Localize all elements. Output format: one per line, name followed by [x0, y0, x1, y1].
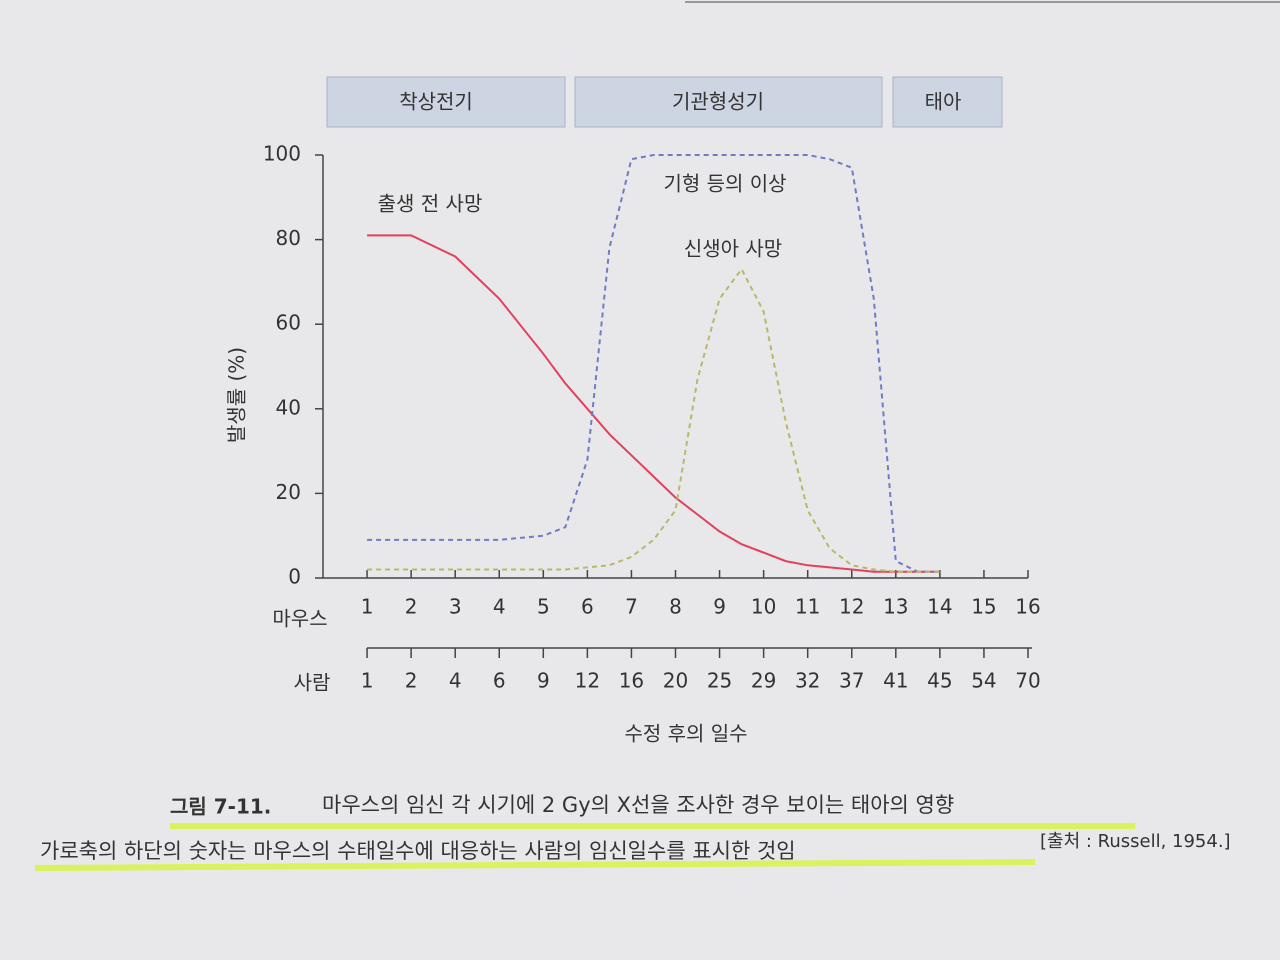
x2-tick-label: 4 — [449, 669, 462, 693]
x-tick-label: 9 — [713, 595, 726, 619]
x2-tick-label: 45 — [927, 669, 952, 693]
y-tick-label: 100 — [263, 142, 301, 166]
series-line — [367, 234, 940, 573]
x-tick-label: 3 — [449, 595, 462, 619]
x2-tick-label: 25 — [707, 669, 732, 693]
x-tick-label: 11 — [795, 595, 820, 619]
x-tick-label: 12 — [839, 595, 864, 619]
phase-label: 착상전기 — [399, 90, 473, 114]
x2-tick-label: 37 — [839, 669, 864, 693]
phase-box — [326, 76, 566, 128]
caption-title: 마우스의 임신 각 시기에 2 Gy의 X선을 조사한 경우 보이는 태아의 영… — [322, 793, 954, 817]
y-tick-label: 80 — [276, 226, 301, 250]
y-tick-label: 20 — [276, 480, 301, 504]
x2-tick-label: 2 — [405, 669, 418, 693]
y-tick-label: 40 — [276, 395, 301, 419]
x2-tick-label: 9 — [537, 669, 550, 693]
y-tick-label: 0 — [288, 565, 301, 589]
caption-label: 그림 7-11. — [170, 795, 271, 819]
series-label: 신생아 사망 — [684, 237, 782, 261]
x-tick-label: 7 — [625, 595, 638, 619]
phase-box — [574, 76, 883, 128]
caption-note: 가로축의 하단의 숫자는 마우스의 수태일수에 대응하는 사람의 임신일수를 표… — [40, 839, 796, 863]
x2-tick-label: 32 — [795, 669, 820, 693]
x-tick-label: 1 — [361, 595, 374, 619]
x-tick-label: 2 — [405, 595, 418, 619]
x2-row-label: 사람 — [294, 671, 331, 695]
x-tick-label: 13 — [883, 595, 908, 619]
series-line — [367, 267, 940, 573]
y-axis-label: 발생률 (%) — [225, 347, 249, 443]
x2-tick-label: 1 — [361, 669, 374, 693]
x-tick-label: 4 — [493, 595, 506, 619]
series-label: 기형 등의 이상 — [663, 172, 786, 196]
x-tick-label: 10 — [751, 595, 776, 619]
x2-tick-label: 41 — [883, 669, 908, 693]
phase-box — [892, 76, 1003, 128]
y-tick-label: 60 — [276, 311, 301, 335]
x-axis-label: 수정 후의 일수 — [624, 722, 747, 746]
x2-tick-label: 6 — [493, 669, 506, 693]
x2-tick-label: 70 — [1015, 669, 1040, 693]
x-tick-label: 6 — [581, 595, 594, 619]
x2-tick-label: 16 — [619, 669, 644, 693]
series-label: 출생 전 사망 — [378, 192, 483, 216]
phase-label: 기관형성기 — [672, 90, 764, 114]
x-row-label: 마우스 — [272, 607, 327, 631]
x2-tick-label: 12 — [575, 669, 600, 693]
x-tick-label: 16 — [1015, 595, 1040, 619]
caption-source: [출처 : Russell, 1954.] — [1040, 831, 1231, 852]
x2-tick-label: 20 — [663, 669, 688, 693]
series-line — [367, 154, 940, 573]
x-tick-label: 8 — [669, 595, 682, 619]
x2-tick-label: 54 — [971, 669, 996, 693]
x-tick-label: 14 — [927, 595, 952, 619]
highlight — [34, 859, 1036, 871]
x-tick-label: 5 — [537, 595, 550, 619]
phase-label: 태아 — [925, 90, 962, 114]
x2-tick-label: 29 — [751, 669, 776, 693]
x-tick-label: 15 — [971, 595, 996, 619]
